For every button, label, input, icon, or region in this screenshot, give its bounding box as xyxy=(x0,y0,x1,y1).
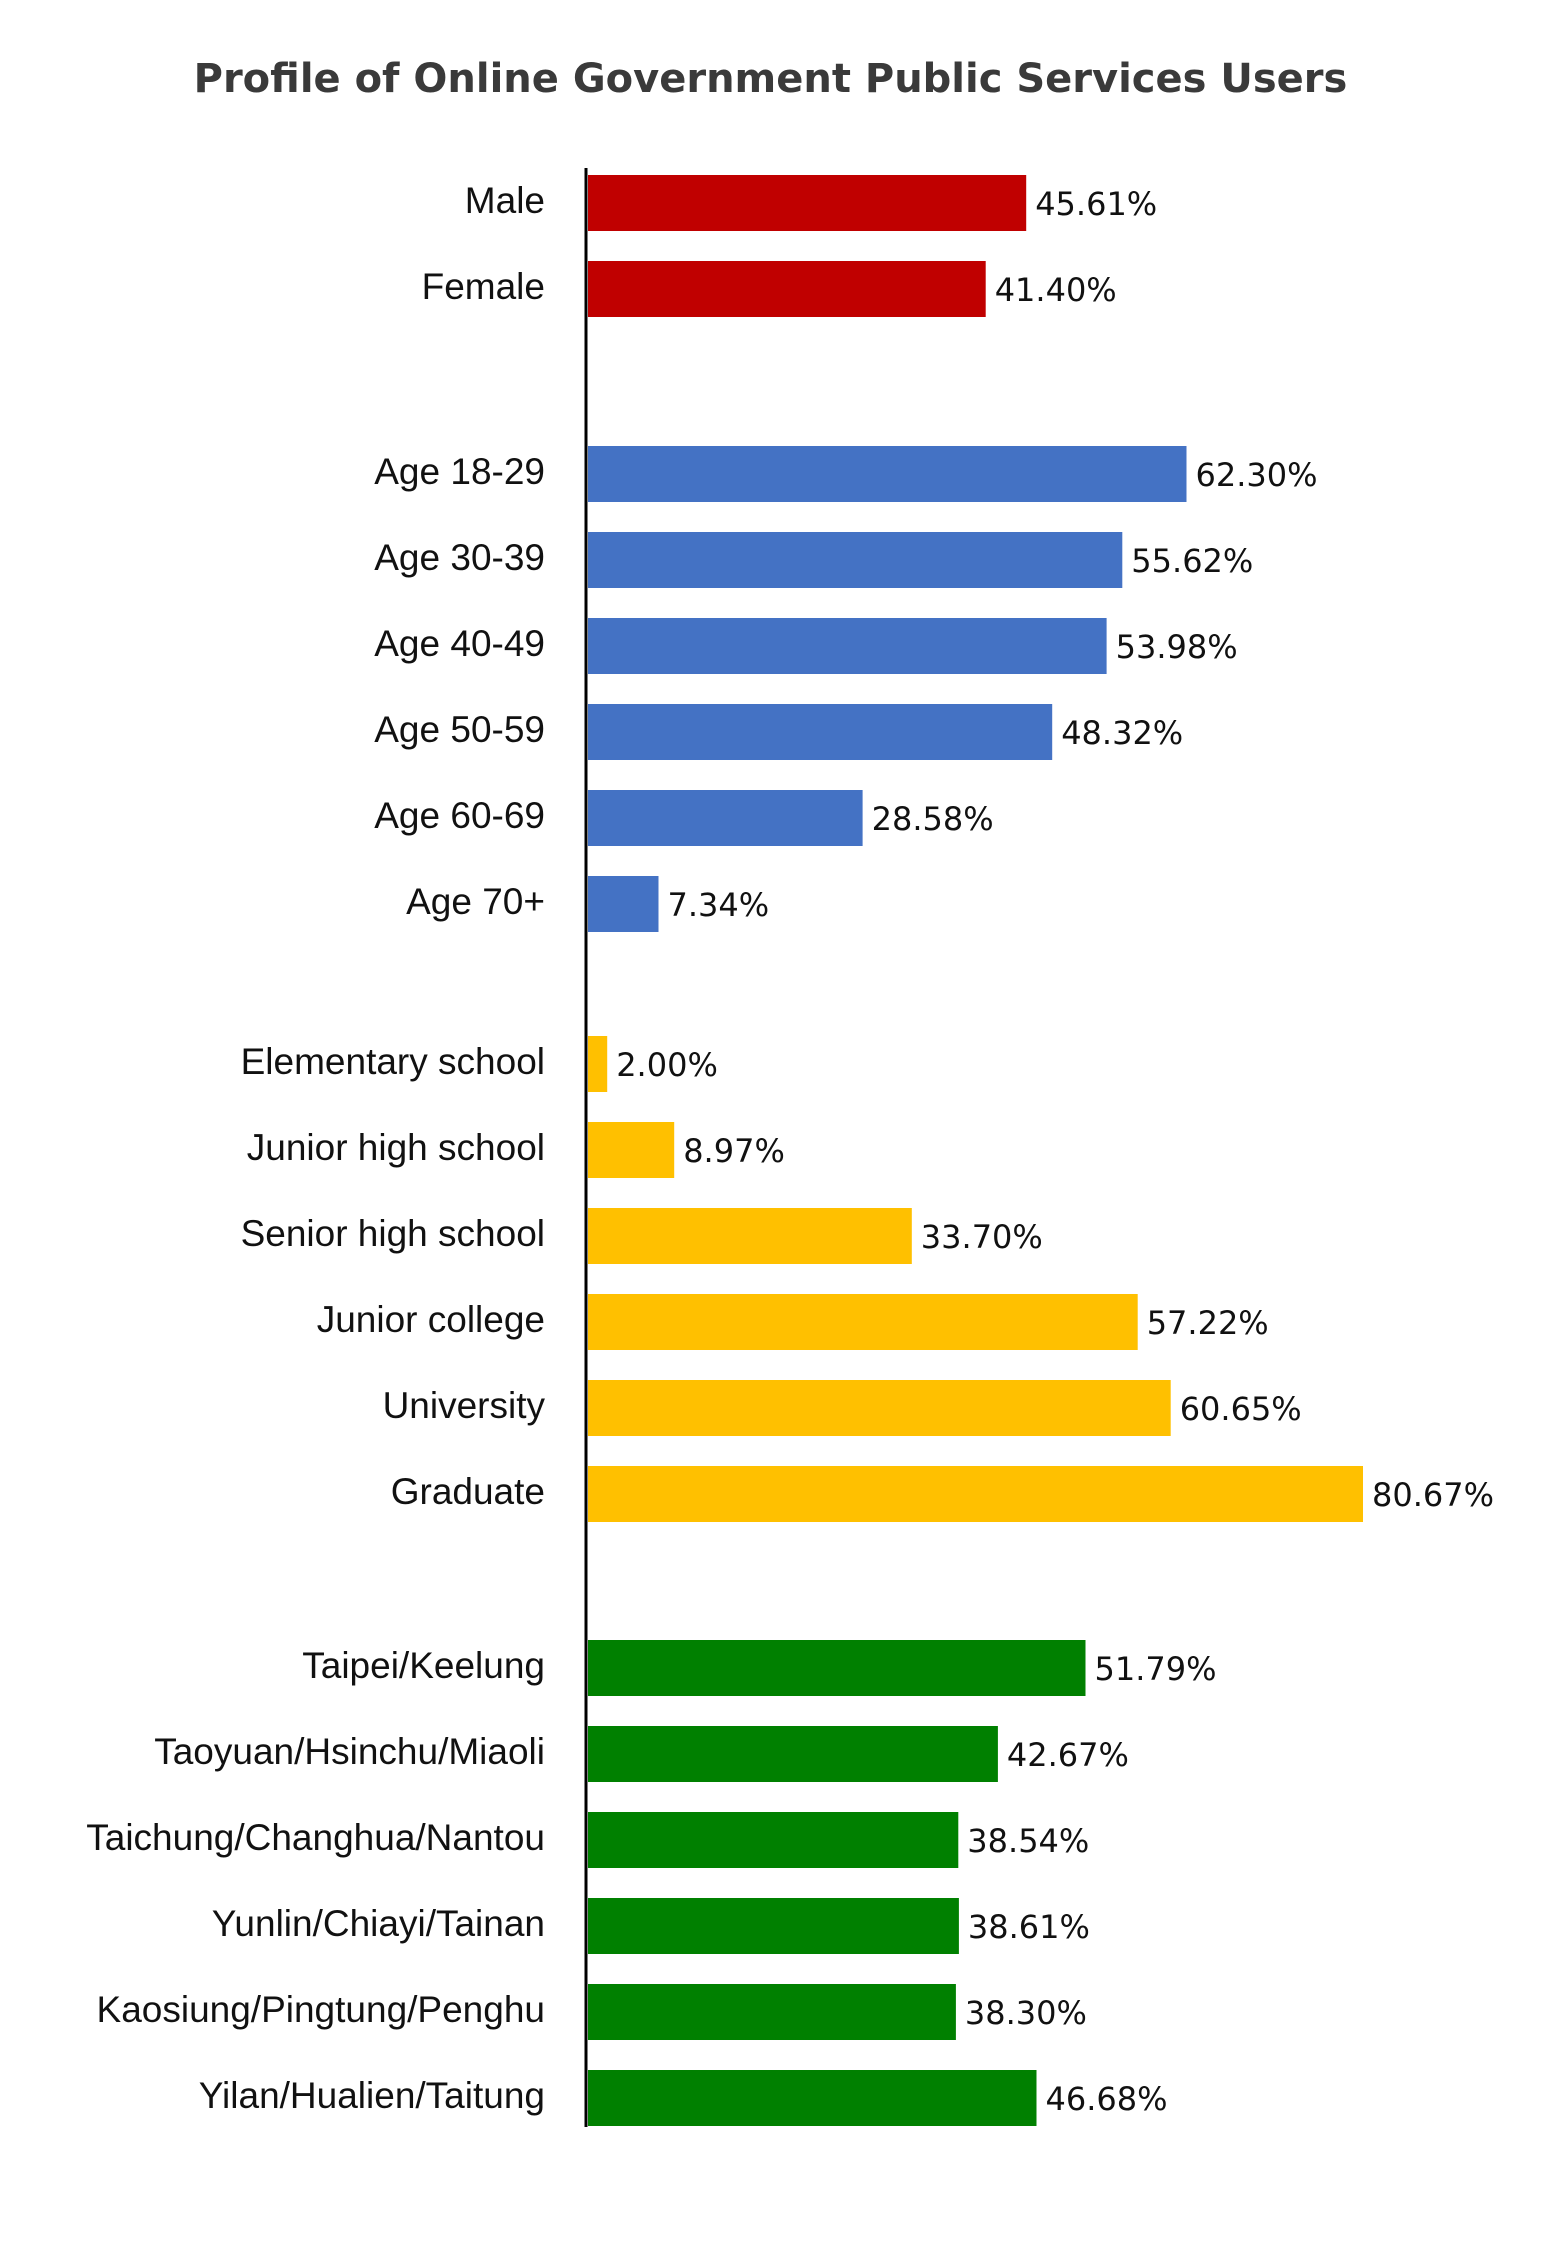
bar xyxy=(588,446,1187,502)
bar xyxy=(588,1122,675,1178)
data-label: 2.00% xyxy=(616,1046,718,1084)
bar xyxy=(588,261,986,317)
bar xyxy=(588,1812,959,1868)
bar xyxy=(588,1208,912,1264)
data-label: 60.65% xyxy=(1180,1390,1302,1428)
category-label: Yilan/Hualien/Taitung xyxy=(199,2075,545,2116)
category-label: Female xyxy=(422,266,545,307)
chart-title: Profile of Online Government Public Serv… xyxy=(193,56,1348,102)
category-label: Yunlin/Chiayi/Tainan xyxy=(212,1903,545,1944)
data-label: 45.61% xyxy=(1035,185,1157,223)
category-label: Elementary school xyxy=(241,1041,545,1082)
category-label: Age 70+ xyxy=(406,881,545,922)
data-label: 8.97% xyxy=(683,1132,785,1170)
data-label: 7.34% xyxy=(668,886,770,924)
data-label: 38.61% xyxy=(968,1908,1090,1946)
bar xyxy=(588,790,863,846)
category-label: Age 40-49 xyxy=(374,623,545,664)
bar xyxy=(588,1726,998,1782)
bar xyxy=(588,1984,956,2040)
bar xyxy=(588,1898,959,1954)
bar xyxy=(588,1294,1138,1350)
category-label: Age 60-69 xyxy=(374,795,545,836)
data-label: 33.70% xyxy=(921,1218,1043,1256)
data-label: 80.67% xyxy=(1372,1476,1494,1514)
bar xyxy=(588,618,1107,674)
category-label: Male xyxy=(465,180,545,221)
data-label: 48.32% xyxy=(1061,714,1183,752)
category-label: Senior high school xyxy=(241,1213,545,1254)
data-label: 57.22% xyxy=(1147,1304,1269,1342)
data-label: 53.98% xyxy=(1116,628,1238,666)
bar xyxy=(588,704,1053,760)
bar xyxy=(588,1640,1086,1696)
category-label: Kaosiung/Pingtung/Penghu xyxy=(97,1989,545,2030)
category-label: Age 30-39 xyxy=(374,537,545,578)
category-label: Junior high school xyxy=(247,1127,545,1168)
data-label: 38.54% xyxy=(967,1822,1089,1860)
data-label: 62.30% xyxy=(1196,456,1318,494)
bar xyxy=(588,876,659,932)
bar xyxy=(588,532,1123,588)
bars-layer: Male 45.61% Female 41.40% Age 18-29 62.30% Age… xyxy=(86,175,1494,2126)
bar xyxy=(588,2070,1037,2126)
data-label: 46.68% xyxy=(1046,2080,1168,2118)
category-label: Junior college xyxy=(317,1299,545,1340)
category-label: Age 50-59 xyxy=(374,709,545,750)
category-label: Age 18-29 xyxy=(374,451,545,492)
bar xyxy=(588,175,1027,231)
data-label: 42.67% xyxy=(1007,1736,1129,1774)
category-label: Taichung/Changhua/Nantou xyxy=(86,1817,545,1858)
category-label: Taipei/Keelung xyxy=(302,1645,545,1686)
data-label: 51.79% xyxy=(1095,1650,1217,1688)
data-label: 55.62% xyxy=(1131,542,1253,580)
category-label: University xyxy=(383,1385,546,1426)
bar xyxy=(588,1380,1171,1436)
data-label: 28.58% xyxy=(872,800,994,838)
category-label: Taoyuan/Hsinchu/Miaoli xyxy=(154,1731,545,1772)
data-label: 38.30% xyxy=(965,1994,1087,2032)
bar xyxy=(588,1036,608,1092)
bar xyxy=(588,1466,1363,1522)
category-label: Graduate xyxy=(391,1471,545,1512)
data-label: 41.40% xyxy=(995,271,1117,309)
